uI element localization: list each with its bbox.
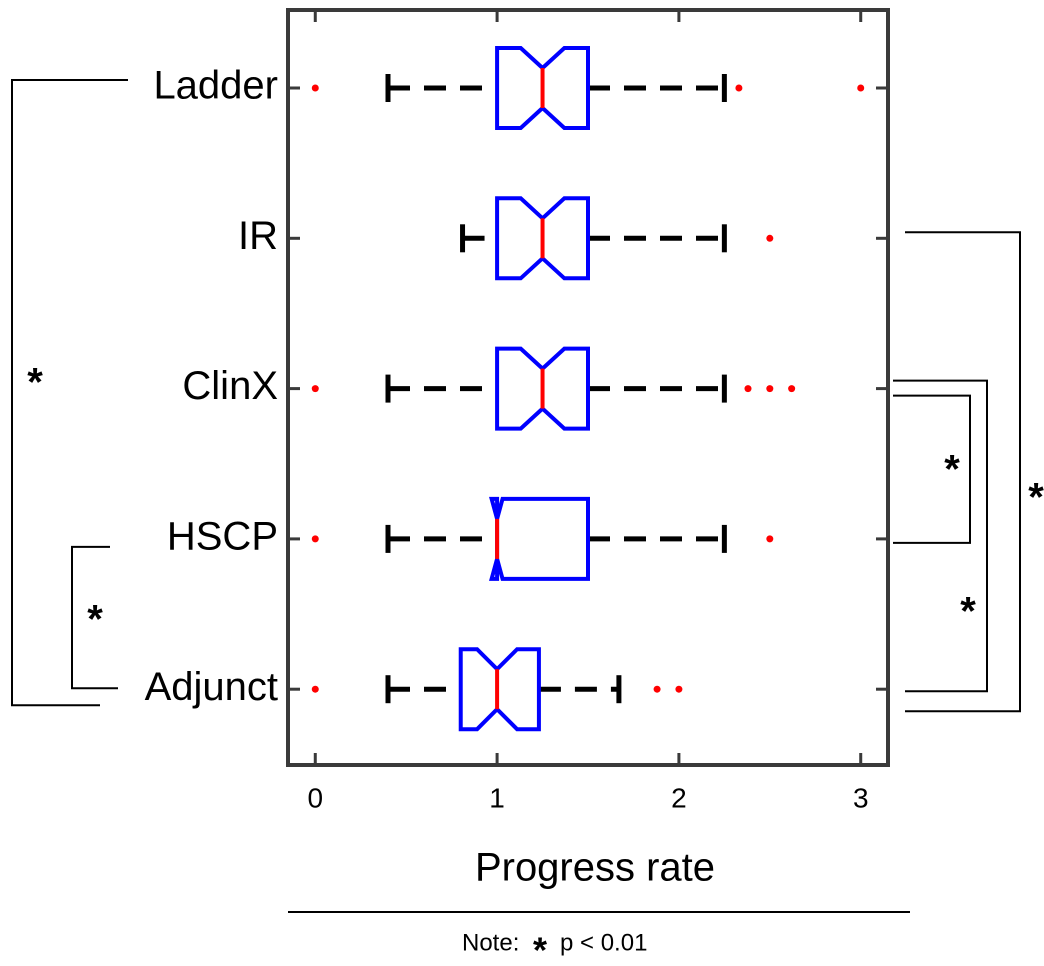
significance-label: * xyxy=(960,590,976,634)
y-tick-label: HSCP xyxy=(167,514,278,558)
outlier xyxy=(788,385,796,393)
box xyxy=(458,647,541,732)
x-tick-label: 3 xyxy=(853,782,869,813)
significance-label: * xyxy=(87,598,103,642)
significance-bracket xyxy=(893,379,988,693)
outlier xyxy=(766,535,774,543)
significance-label: * xyxy=(944,448,960,492)
note-prefix: Note: xyxy=(462,929,519,956)
outlier xyxy=(766,234,774,242)
significance-bracket xyxy=(11,79,128,707)
outlier xyxy=(311,385,319,393)
outlier xyxy=(735,84,743,92)
box xyxy=(495,46,590,130)
outlier xyxy=(311,685,319,693)
note-text: p < 0.01 xyxy=(560,929,647,956)
y-tick-label: Adjunct xyxy=(145,665,278,709)
y-tick-label: Ladder xyxy=(153,64,278,108)
significance-label: * xyxy=(1028,476,1044,520)
outlier xyxy=(311,84,319,92)
significance-bracket xyxy=(905,231,1021,713)
outlier xyxy=(766,385,774,393)
outlier xyxy=(311,535,319,543)
box xyxy=(489,496,590,581)
outlier xyxy=(857,84,865,92)
box xyxy=(495,196,590,281)
outlier xyxy=(675,685,683,693)
outlier xyxy=(653,685,661,693)
x-tick-label: 1 xyxy=(489,782,505,813)
x-tick-label: 0 xyxy=(307,782,323,813)
note-symbol: * xyxy=(533,930,547,961)
y-tick-label: IR xyxy=(238,214,278,258)
significance-bracket xyxy=(71,545,118,690)
significance-label: * xyxy=(27,361,43,405)
x-tick-label: 2 xyxy=(671,782,687,813)
outlier xyxy=(744,385,752,393)
significance-bracket xyxy=(893,394,971,544)
x-axis-label: Progress rate xyxy=(475,846,715,890)
box xyxy=(495,346,590,431)
y-tick-label: ClinX xyxy=(182,364,278,408)
